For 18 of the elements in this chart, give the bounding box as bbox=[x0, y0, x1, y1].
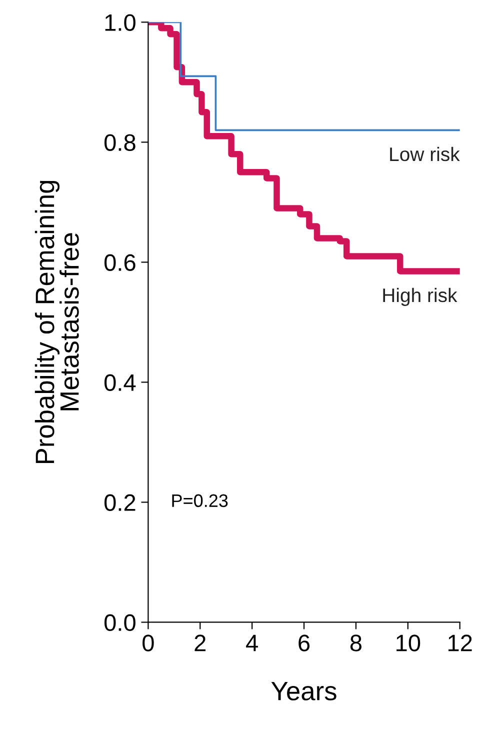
y-tick-label: 0.2 bbox=[104, 494, 136, 512]
series-label: High risk bbox=[383, 288, 458, 306]
x-tick-label: 12 bbox=[448, 634, 472, 652]
x-tick-label: 8 bbox=[350, 634, 362, 652]
y-tick-label: 0.4 bbox=[104, 374, 136, 391]
y-tick-label: 0.8 bbox=[104, 134, 136, 151]
x-tick-label: 0 bbox=[142, 634, 154, 652]
x-tick-label: 10 bbox=[396, 634, 420, 652]
y-tick-label: 0.0 bbox=[104, 614, 136, 632]
x-tick-label: 2 bbox=[194, 634, 206, 652]
y-tick-label: 1.0 bbox=[105, 14, 136, 31]
x-tick-label: 6 bbox=[298, 634, 310, 652]
x-axis-title: Years bbox=[271, 682, 336, 700]
y-axis-title: Probability of Remaining Metastasis-free bbox=[34, 180, 79, 464]
y-tick-label: 0.6 bbox=[104, 254, 136, 271]
annotation: P=0.23 bbox=[172, 494, 228, 508]
x-tick-label: 4 bbox=[246, 634, 258, 652]
series-label: Low risk bbox=[390, 146, 460, 162]
